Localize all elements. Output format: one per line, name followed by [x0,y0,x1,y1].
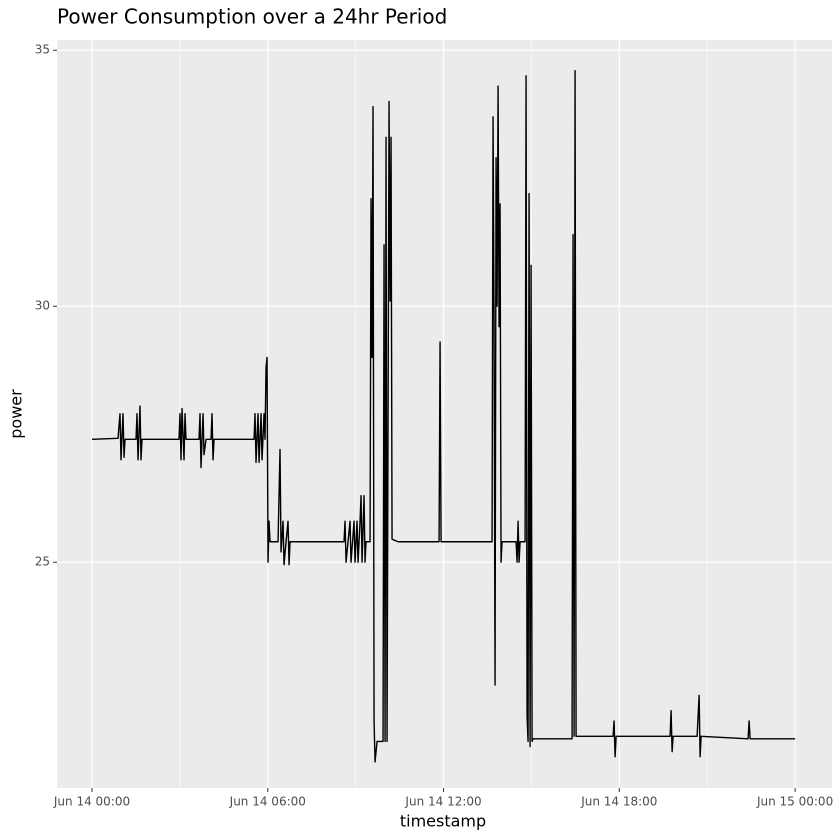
x-tick-label: Jun 14 18:00 [580,795,657,809]
panel [57,40,832,788]
y-tick-label: 30 [35,299,50,313]
y-tick-label: 35 [35,43,50,57]
x-tick-label: Jun 15 00:00 [756,795,833,809]
x-tick-label: Jun 14 00:00 [53,795,130,809]
chart-title: Power Consumption over a 24hr Period [57,5,447,29]
x-tick-label: Jun 14 06:00 [229,795,306,809]
power-line [91,70,796,763]
y-tick-label: 25 [35,555,50,569]
x-axis-title: timestamp [400,812,486,831]
x-tick-label: Jun 14 12:00 [404,795,481,809]
y-axis-title: power [7,389,26,439]
